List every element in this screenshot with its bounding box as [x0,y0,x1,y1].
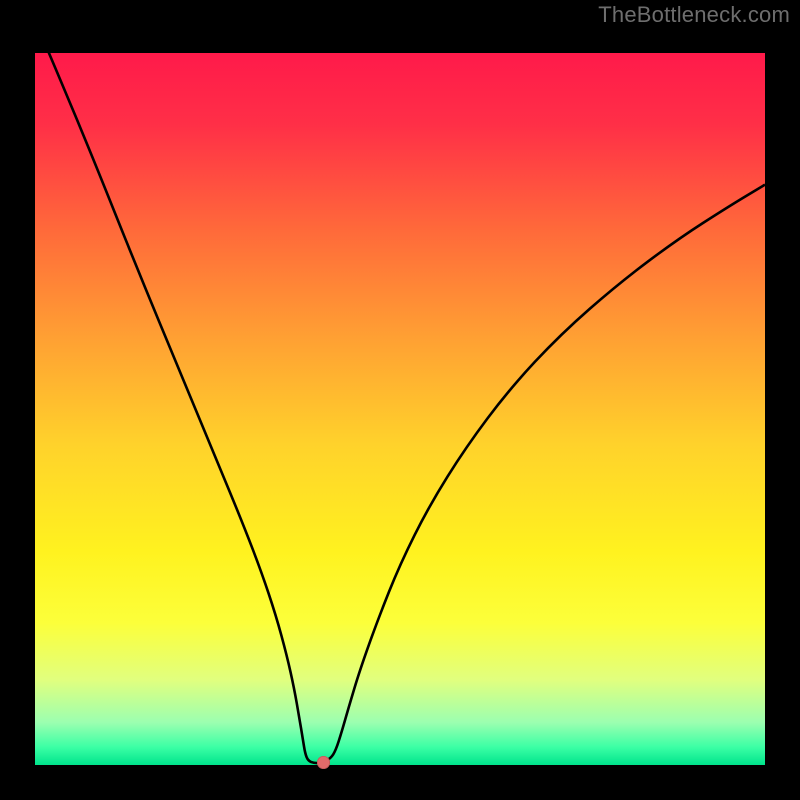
optimum-marker [317,756,330,769]
chart-frame: TheBottleneck.com [0,0,800,800]
plot-area [35,35,765,765]
curve-path [35,35,765,763]
watermark-text: TheBottleneck.com [598,2,790,28]
bottleneck-curve [35,35,765,765]
